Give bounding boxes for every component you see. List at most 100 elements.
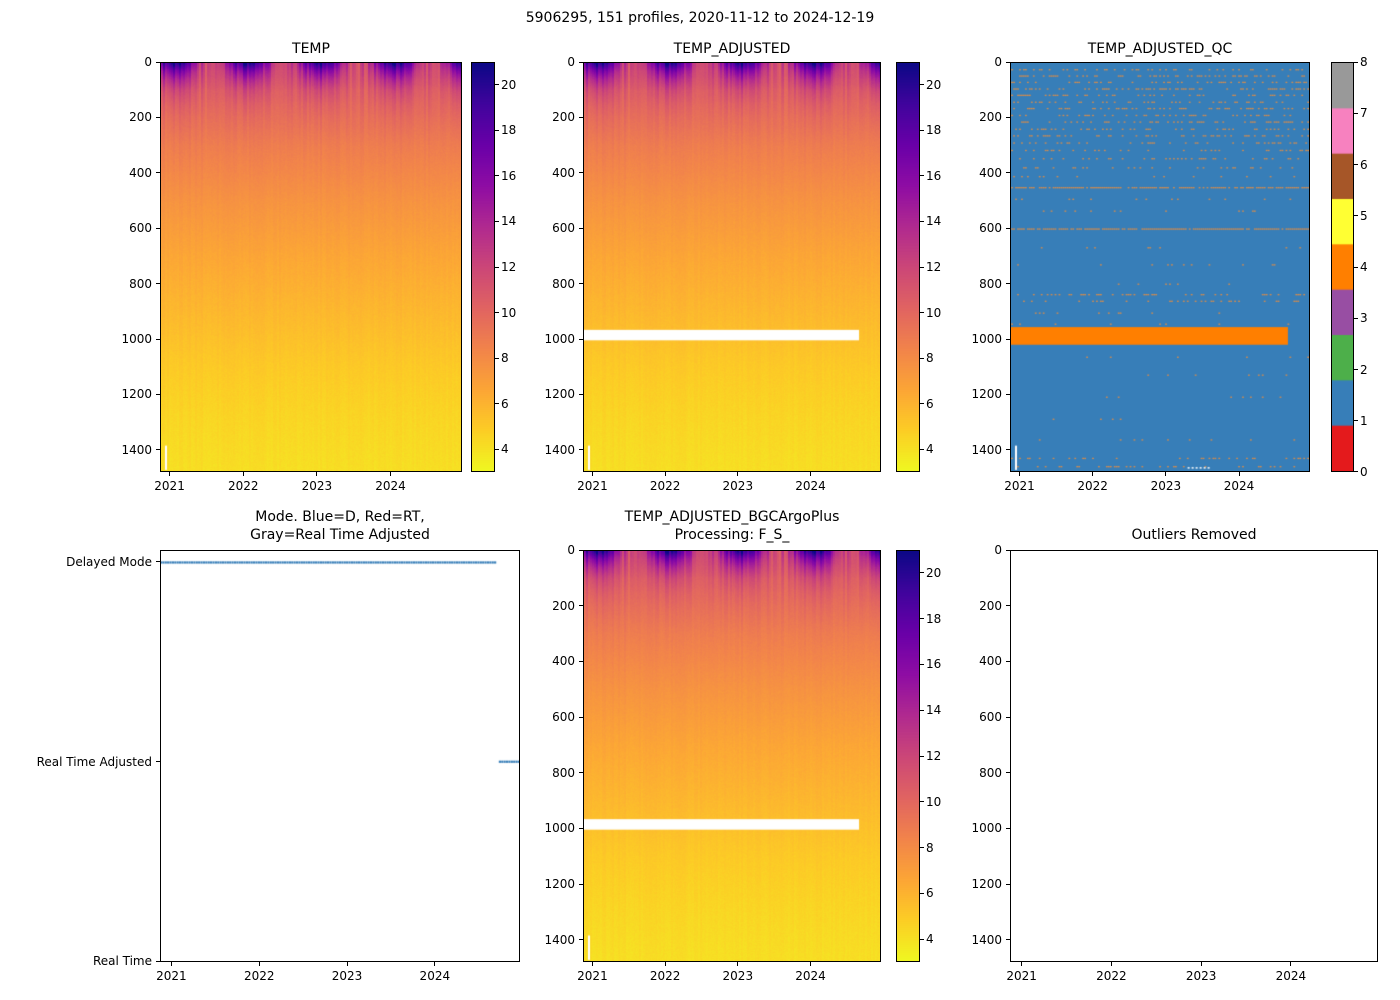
colorbar-tick xyxy=(920,403,924,405)
axes-temp xyxy=(160,62,462,472)
axes-bgc xyxy=(583,550,881,962)
temp-colorbar-canvas xyxy=(472,63,494,471)
colorbar-tick xyxy=(495,403,499,405)
y-tick xyxy=(579,549,583,551)
colorbar-tick-label: 10 xyxy=(926,794,942,809)
colorbar-tick xyxy=(920,220,924,222)
x-tick-label: 2024 xyxy=(795,969,826,983)
colorbar-tick xyxy=(920,266,924,268)
panel-title-mode-line1: Mode. Blue=D, Red=RT, xyxy=(255,509,425,525)
colorbar-tick xyxy=(495,220,499,222)
colorbar-tick-label: 6 xyxy=(1360,157,1368,172)
colorbar-tick xyxy=(920,84,924,86)
y-tick-label: 400 xyxy=(979,654,1002,669)
colorbar-tick xyxy=(920,892,924,894)
colorbar-tick xyxy=(920,618,924,620)
colorbar-tick xyxy=(1354,61,1358,63)
y-tick-label: 1000 xyxy=(971,821,1002,836)
colorbar-tick xyxy=(1354,164,1358,165)
colorbar-tick-label: 20 xyxy=(926,565,942,580)
colorbar-tick-label: 5 xyxy=(1360,208,1368,223)
colorbar-tick-label: 7 xyxy=(1360,106,1368,121)
mode-category-label: Delayed Mode xyxy=(66,554,152,569)
x-tick xyxy=(591,472,593,476)
x-tick xyxy=(390,472,392,476)
mode-category-label: Real Time Adjusted xyxy=(36,754,152,769)
y-tick xyxy=(1006,449,1010,451)
x-tick-label: 2022 xyxy=(243,969,275,983)
y-tick xyxy=(579,283,583,285)
colorbar-temp_adjusted xyxy=(896,62,920,472)
colorbar-tick xyxy=(920,847,924,849)
colorbar-tick xyxy=(920,129,924,131)
y-tick-label: 1000 xyxy=(544,332,575,347)
y-tick-label: 1400 xyxy=(971,932,1002,947)
y-tick-label: 0 xyxy=(144,55,152,69)
y-tick-label: 800 xyxy=(979,765,1002,780)
y-tick xyxy=(156,393,160,395)
x-tick-label: 2023 xyxy=(1185,969,1217,983)
panel-title-bgc-line1: TEMP_ADJUSTED_BGCArgoPlus xyxy=(624,509,840,525)
colorbar-tick xyxy=(1354,317,1358,319)
temp_adjusted-colorbar-canvas xyxy=(897,63,919,471)
y-tick-label: 200 xyxy=(552,598,575,613)
y-tick-label: 1400 xyxy=(971,442,1002,457)
y-tick xyxy=(579,827,583,829)
x-tick-label: 2024 xyxy=(1223,479,1255,493)
x-tick-label: 2021 xyxy=(577,479,608,493)
colorbar-tick-label: 6 xyxy=(926,396,934,411)
colorbar-tick-label: 4 xyxy=(501,442,509,457)
y-tick xyxy=(156,283,160,285)
axes-temp_adjusted_qc xyxy=(1010,62,1310,472)
y-tick-label: 1200 xyxy=(544,877,575,892)
colorbar-tick xyxy=(920,801,924,803)
x-tick xyxy=(809,472,811,476)
bgc-colorbar-canvas xyxy=(897,551,919,961)
y-tick xyxy=(579,716,583,718)
bgc-heatmap-canvas xyxy=(584,551,880,961)
colorbar-temp_adjusted_qc xyxy=(1331,62,1354,472)
x-tick-label: 2023 xyxy=(722,479,754,493)
x-tick-label: 2022 xyxy=(1096,969,1127,983)
colorbar-tick-label: 6 xyxy=(501,396,509,411)
y-tick xyxy=(1006,716,1010,718)
colorbar-tick xyxy=(495,266,499,268)
x-tick xyxy=(809,962,811,966)
y-tick xyxy=(1006,338,1010,340)
colorbar-tick-label: 6 xyxy=(926,886,934,901)
axes-outliers xyxy=(1010,550,1378,962)
colorbar-tick xyxy=(495,448,499,450)
colorbar-tick-label: 12 xyxy=(926,749,942,763)
y-tick-label: 200 xyxy=(552,110,575,125)
colorbar-tick xyxy=(495,175,499,177)
x-tick xyxy=(1165,472,1167,476)
x-tick xyxy=(1021,962,1023,966)
colorbar-tick xyxy=(495,84,499,86)
x-tick-label: 2021 xyxy=(1004,479,1035,493)
y-tick-label: 1000 xyxy=(121,332,152,347)
y-tick-label: 0 xyxy=(567,55,575,69)
y-tick xyxy=(1006,939,1010,941)
colorbar-tick xyxy=(495,357,499,359)
y-tick-label: 400 xyxy=(552,654,575,669)
colorbar-tick xyxy=(920,663,924,665)
colorbar-tick xyxy=(920,938,924,940)
y-tick xyxy=(1006,61,1010,63)
y-tick xyxy=(1006,827,1010,829)
y-tick xyxy=(1006,883,1010,885)
y-tick xyxy=(156,561,160,563)
x-tick xyxy=(434,962,436,966)
y-tick xyxy=(579,772,583,774)
panel-title-temp-adjusted: TEMP_ADJUSTED xyxy=(673,41,791,57)
y-tick-label: 400 xyxy=(552,165,575,180)
y-tick-label: 200 xyxy=(979,598,1002,613)
colorbar-tick-label: 20 xyxy=(926,77,942,92)
y-tick-label: 200 xyxy=(129,110,152,125)
temp-heatmap-canvas xyxy=(161,63,461,471)
y-tick xyxy=(1006,116,1010,118)
y-tick-label: 800 xyxy=(552,276,575,291)
y-tick xyxy=(579,449,583,451)
x-tick-label: 2023 xyxy=(1150,479,1182,493)
y-tick-label: 400 xyxy=(979,165,1002,180)
